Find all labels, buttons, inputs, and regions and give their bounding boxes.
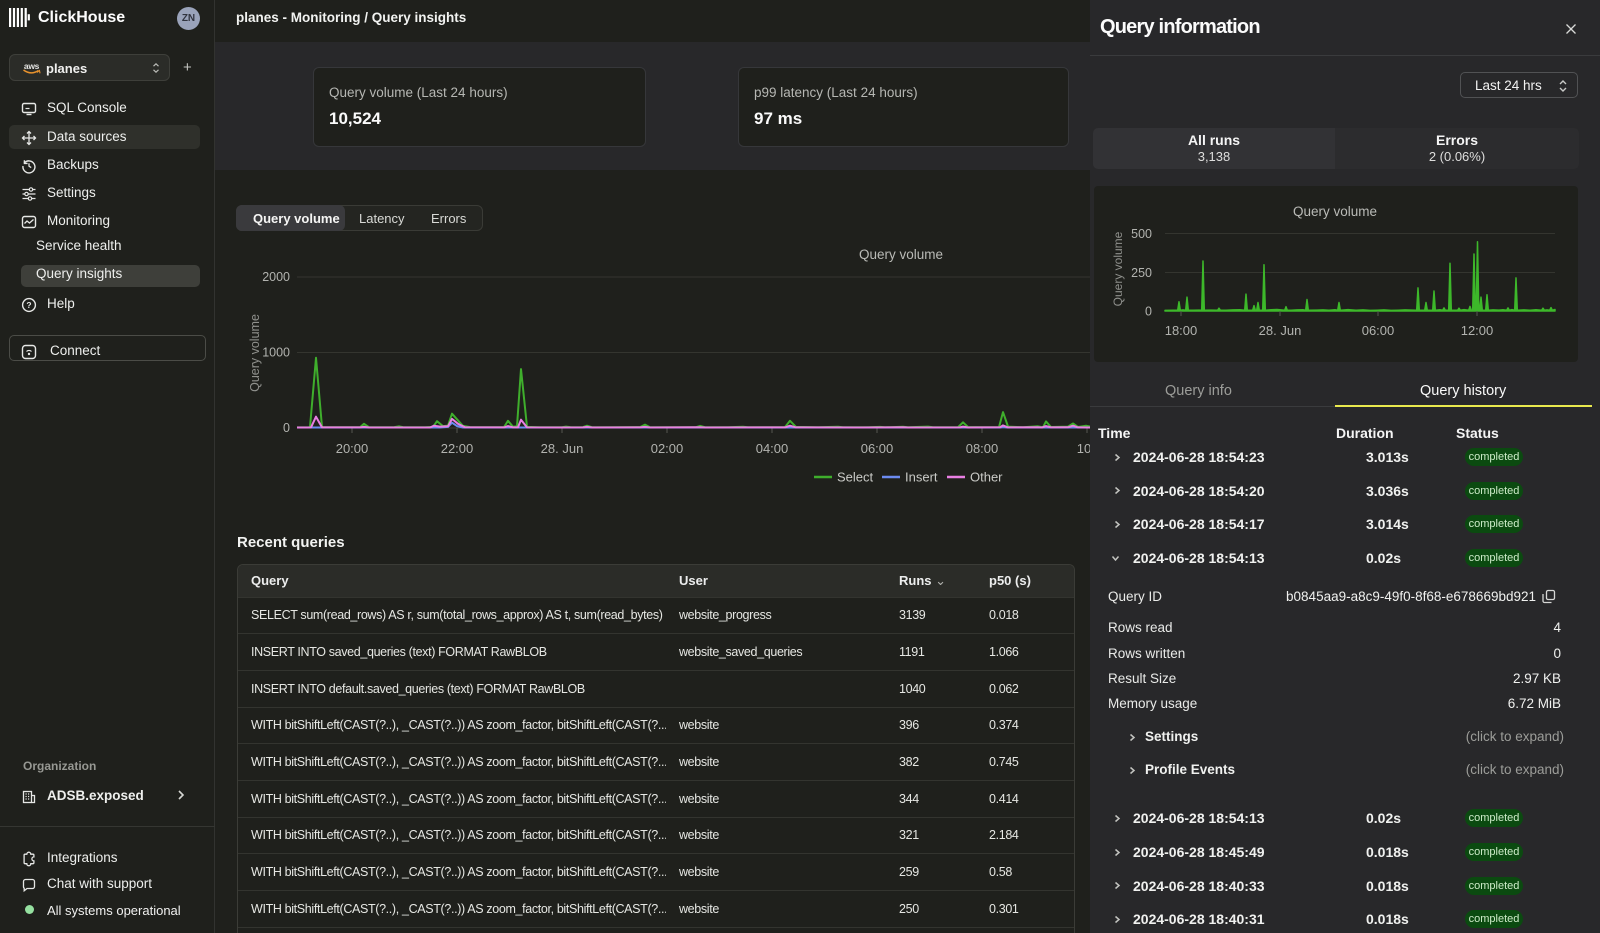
svg-text:04:00: 04:00: [756, 441, 789, 456]
svg-text:500: 500: [1131, 227, 1152, 241]
svg-text:Query volume: Query volume: [1111, 231, 1125, 306]
svg-text:08:00: 08:00: [966, 441, 999, 456]
svg-text:28. Jun: 28. Jun: [541, 441, 584, 456]
svg-text:250: 250: [1131, 266, 1152, 280]
svg-text:0: 0: [283, 421, 290, 435]
svg-text:10:00: 10:00: [1077, 441, 1090, 456]
svg-text:06:00: 06:00: [861, 441, 894, 456]
svg-text:22:00: 22:00: [441, 441, 474, 456]
svg-text:Query volume: Query volume: [248, 314, 262, 392]
svg-text:20:00: 20:00: [336, 441, 369, 456]
svg-text:?: ?: [26, 300, 31, 310]
svg-text:1000: 1000: [262, 346, 290, 360]
svg-text:06:00: 06:00: [1362, 323, 1395, 338]
svg-text:Query volume: Query volume: [1293, 204, 1377, 219]
svg-text:0: 0: [1145, 305, 1152, 319]
svg-text:Query volume: Query volume: [859, 247, 943, 262]
svg-text:Select: Select: [837, 470, 874, 485]
svg-text:Other: Other: [970, 470, 1003, 485]
svg-text:18:00: 18:00: [1165, 323, 1198, 338]
svg-text:2000: 2000: [262, 270, 290, 284]
svg-text:Insert: Insert: [905, 470, 938, 485]
svg-text:12:00: 12:00: [1461, 323, 1494, 338]
svg-text:28. Jun: 28. Jun: [1259, 323, 1302, 338]
svg-text:02:00: 02:00: [651, 441, 684, 456]
